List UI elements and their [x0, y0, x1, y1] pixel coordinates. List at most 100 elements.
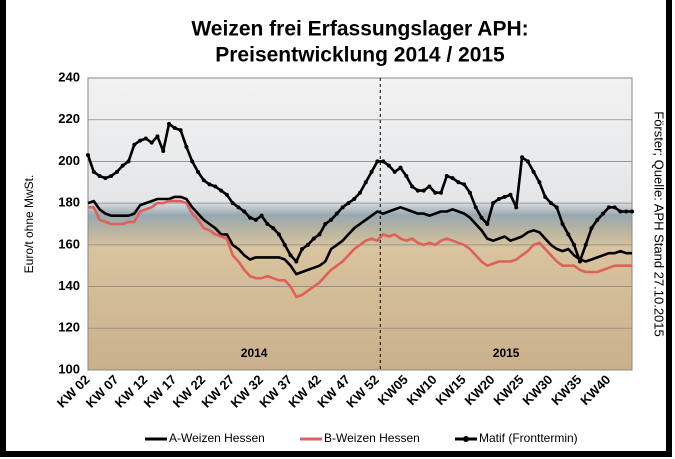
marker — [462, 182, 466, 186]
marker — [167, 122, 171, 126]
marker — [132, 143, 136, 147]
marker — [312, 237, 316, 241]
marker — [271, 226, 275, 230]
legend-label: Matif (Fronttermin) — [479, 431, 578, 445]
marker — [370, 170, 374, 174]
marker — [341, 205, 345, 209]
marker — [387, 164, 391, 168]
marker — [236, 205, 240, 209]
marker — [381, 159, 385, 163]
marker — [526, 159, 530, 163]
marker — [254, 218, 258, 222]
marker — [532, 170, 536, 174]
annotation: 2015 — [493, 346, 520, 360]
y-axis-label: Euro/t ohne MwSt. — [22, 175, 36, 274]
marker — [375, 159, 379, 163]
marker — [549, 201, 553, 205]
marker — [474, 205, 478, 209]
y-tick-label: 200 — [58, 153, 80, 168]
marker — [468, 191, 472, 195]
marker — [202, 178, 206, 182]
marker — [399, 166, 403, 170]
marker — [578, 260, 582, 264]
marker — [364, 180, 368, 184]
y-tick-label: 100 — [58, 361, 80, 376]
marker — [127, 159, 131, 163]
marker — [248, 216, 252, 220]
marker — [225, 193, 229, 197]
marker — [265, 222, 269, 226]
marker — [346, 201, 350, 205]
marker — [561, 222, 565, 226]
marker — [294, 260, 298, 264]
marker — [283, 243, 287, 247]
marker — [613, 205, 617, 209]
legend-label: A-Weizen Hessen — [169, 431, 265, 445]
marker — [497, 197, 501, 201]
marker — [155, 134, 159, 138]
marker — [289, 253, 293, 257]
marker — [416, 189, 420, 193]
marker — [231, 201, 235, 205]
marker — [555, 205, 559, 209]
marker — [439, 191, 443, 195]
marker — [480, 216, 484, 220]
y-tick-label: 240 — [58, 69, 80, 84]
marker — [161, 149, 165, 153]
marker — [584, 243, 588, 247]
marker — [485, 222, 489, 226]
marker — [352, 197, 356, 201]
marker — [86, 153, 90, 157]
marker — [427, 184, 431, 188]
marker — [190, 159, 194, 163]
marker — [196, 170, 200, 174]
marker — [630, 209, 634, 213]
marker — [150, 141, 154, 145]
marker — [595, 218, 599, 222]
y-tick-label: 120 — [58, 320, 80, 335]
marker — [422, 189, 426, 193]
marker — [323, 222, 327, 226]
marker — [358, 191, 362, 195]
marker — [242, 209, 246, 213]
y-tick-label: 180 — [58, 195, 80, 210]
marker — [219, 189, 223, 193]
legend-label: B-Weizen Hessen — [324, 431, 420, 445]
marker — [607, 205, 611, 209]
chart: Weizen frei Erfassungslager APH: Preisen… — [0, 0, 675, 459]
marker — [329, 218, 333, 222]
marker — [508, 193, 512, 197]
marker — [184, 145, 188, 149]
marker — [144, 136, 148, 140]
marker — [260, 214, 264, 218]
marker — [503, 195, 507, 199]
y-tick-label: 140 — [58, 278, 80, 293]
marker — [393, 170, 397, 174]
marker — [138, 139, 142, 143]
marker — [277, 232, 281, 236]
chart-title: Preisentwicklung 2014 / 2015 — [215, 44, 505, 67]
marker — [618, 209, 622, 213]
source-note: Förster; Quelle: APH Stand 27.10.2015 — [652, 111, 667, 336]
marker — [410, 184, 414, 188]
legend-marker — [463, 436, 469, 442]
marker — [433, 191, 437, 195]
marker — [115, 170, 119, 174]
marker — [445, 174, 449, 178]
marker — [537, 180, 541, 184]
annotation: 2014 — [241, 346, 268, 360]
marker — [179, 128, 183, 132]
y-tick-label: 220 — [58, 111, 80, 126]
marker — [601, 212, 605, 216]
marker — [624, 209, 628, 213]
marker — [566, 232, 570, 236]
marker — [306, 243, 310, 247]
marker — [98, 174, 102, 178]
marker — [543, 195, 547, 199]
chart-title: Weizen frei Erfassungslager APH: — [191, 18, 528, 41]
marker — [208, 182, 212, 186]
marker — [456, 180, 460, 184]
marker — [514, 205, 518, 209]
y-tick-label: 160 — [58, 236, 80, 251]
marker — [572, 243, 576, 247]
